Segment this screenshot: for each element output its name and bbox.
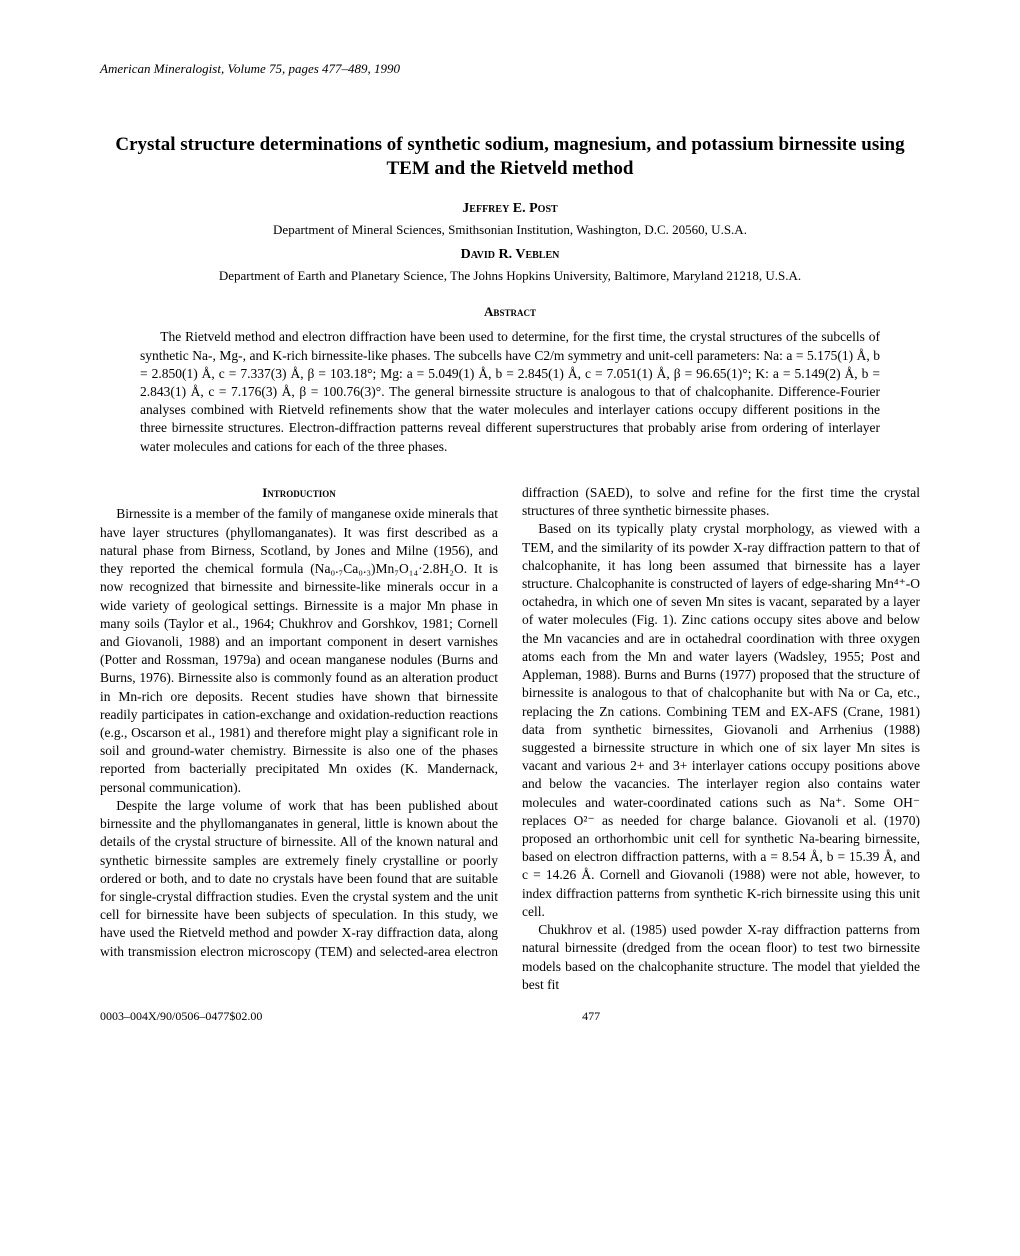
author-name-2: David R. Veblen [100,246,920,265]
body-columns: Introduction Birnessite is a member of t… [100,484,920,994]
author-block-1: Jeffrey E. Post Department of Mineral Sc… [100,200,920,238]
abstract-body: The Rietveld method and electron diffrac… [140,328,880,456]
abstract-header: Abstract [100,303,920,321]
intro-paragraph-1: Birnessite is a member of the family of … [100,505,498,797]
intro-paragraph-3: Based on its typically platy crystal mor… [522,520,920,921]
page-footer: 0003–004X/90/0506–0477$02.00 477 [100,1008,920,1024]
author-affiliation-2: Department of Earth and Planetary Scienc… [100,267,920,285]
footer-issn: 0003–004X/90/0506–0477$02.00 [100,1008,262,1024]
author-block-2: David R. Veblen Department of Earth and … [100,246,920,284]
journal-citation: American Mineralogist, Volume 75, pages … [100,60,920,78]
introduction-header: Introduction [100,484,498,502]
author-name-1: Jeffrey E. Post [100,200,920,219]
intro-paragraph-4: Chukhrov et al. (1985) used powder X-ray… [522,921,920,994]
article-title: Crystal structure determinations of synt… [100,133,920,182]
author-affiliation-1: Department of Mineral Sciences, Smithson… [100,221,920,239]
